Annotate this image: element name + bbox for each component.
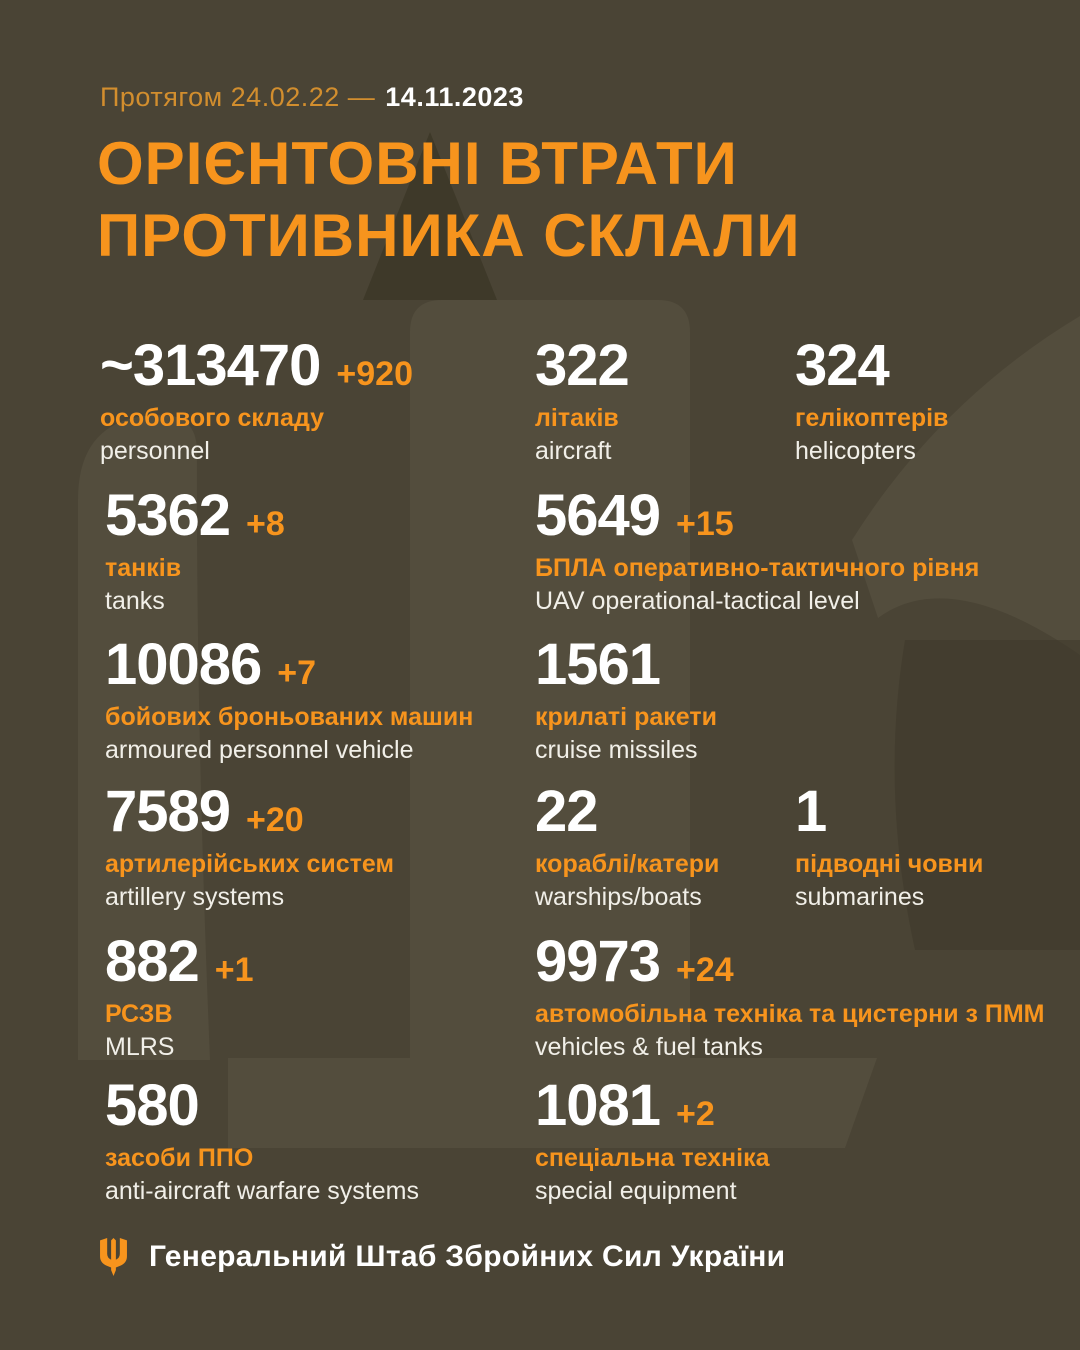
period-label: Протягом 24.02.22 — bbox=[100, 82, 376, 112]
stat-value: 580 bbox=[105, 1073, 200, 1138]
stat-label-en: warships/boats bbox=[535, 882, 702, 911]
title-line-1: ОРІЄНТОВНІ ВТРАТИ bbox=[97, 130, 738, 197]
stat-delta: +920 bbox=[336, 355, 414, 393]
stat-delta: +15 bbox=[676, 505, 734, 543]
stat-value: ~313470 bbox=[100, 333, 321, 398]
stat-value: 22 bbox=[535, 779, 599, 844]
stat-aircraft: 322 літаків aircraft bbox=[535, 333, 645, 465]
stat-warships: 22 кораблі/катери warships/boats bbox=[535, 779, 720, 911]
stat-label-ua: гелікоптерів bbox=[795, 403, 949, 432]
stat-value: 9973 bbox=[535, 929, 661, 994]
stat-value: 1081 bbox=[535, 1073, 661, 1138]
stat-artillery: 7589 +20 артилерійських систем artillery … bbox=[105, 779, 394, 911]
stat-label-ua: спеціальна техніка bbox=[535, 1143, 770, 1172]
stat-label-ua: РСЗВ bbox=[105, 999, 173, 1028]
stat-mlrs: 882 +1 РСЗВ MLRS bbox=[105, 929, 254, 1061]
stat-delta: +8 bbox=[246, 505, 285, 543]
stat-label-ua: артилерійських систем bbox=[105, 849, 394, 878]
stat-label-en: aircraft bbox=[535, 436, 612, 465]
stat-label-en: helicopters bbox=[795, 436, 916, 465]
stat-delta: +1 bbox=[214, 951, 254, 989]
stat-value: 882 bbox=[105, 929, 200, 994]
stat-label-ua: підводні човни bbox=[795, 849, 984, 878]
stat-label-en: UAV operational-tactical level bbox=[535, 586, 860, 615]
stat-value: 324 bbox=[795, 333, 890, 398]
stat-helicopters: 324 гелікоптерів helicopters bbox=[795, 333, 949, 465]
stat-vehicles-fuel-tanks: 9973 +24 автомобільна техніка та цистерни… bbox=[535, 929, 1045, 1061]
stat-value: 1561 bbox=[535, 632, 661, 697]
stat-submarines: 1 підводні човни submarines bbox=[795, 779, 984, 911]
stat-cruise-missiles: 1561 крилаті ракети cruise missiles bbox=[535, 632, 717, 764]
stat-label-ua: бойових броньованих машин bbox=[105, 702, 474, 731]
stat-label-en: armoured personnel vehicle bbox=[105, 735, 414, 764]
stat-tanks: 5362 +8 танків tanks bbox=[105, 483, 285, 615]
stat-label-ua: автомобільна техніка та цистерни з ПММ bbox=[535, 999, 1045, 1028]
stat-label-ua: засоби ППО bbox=[105, 1143, 254, 1172]
stat-label-ua: БПЛА оперативно-тактичного рівня bbox=[535, 553, 980, 582]
stat-uav: 5649 +15 БПЛА оперативно-тактичного рівня… bbox=[535, 483, 980, 615]
stat-delta: +24 bbox=[676, 951, 734, 989]
title-line-2: ПРОТИВНИКА СКЛАЛИ bbox=[97, 202, 801, 269]
stat-label-en: vehicles & fuel tanks bbox=[535, 1032, 763, 1061]
page-title: ОРІЄНТОВНІ ВТРАТИ ПРОТИВНИКА СКЛАЛИ bbox=[97, 128, 801, 272]
stat-label-en: personnel bbox=[100, 436, 210, 465]
stat-label-ua: танків bbox=[105, 553, 182, 582]
stat-label-ua: літаків bbox=[535, 403, 619, 432]
stat-value: 10086 bbox=[105, 632, 262, 697]
source-name: Генеральний Штаб Збройних Сил України bbox=[149, 1240, 786, 1273]
stat-value: 5649 bbox=[535, 483, 661, 548]
stat-label-en: anti-aircraft warfare systems bbox=[105, 1176, 419, 1205]
stat-label-en: submarines bbox=[795, 882, 925, 911]
stat-special-equipment: 1081 +2 спеціальна техніка special equipm… bbox=[535, 1073, 770, 1205]
stat-delta: +2 bbox=[676, 1095, 715, 1133]
stat-label-en: cruise missiles bbox=[535, 735, 698, 764]
stat-armoured-vehicles: 10086 +7 бойових броньованих машин armour… bbox=[105, 632, 474, 764]
stat-label-en: special equipment bbox=[535, 1176, 737, 1205]
report-period: Протягом 24.02.22 — 14.11.2023 bbox=[100, 82, 524, 113]
stat-value: 7589 bbox=[105, 779, 231, 844]
stat-label-ua: особового складу bbox=[100, 403, 325, 432]
stat-anti-aircraft: 580 засоби ППО anti-aircraft warfare sys… bbox=[105, 1073, 419, 1205]
stat-label-en: artillery systems bbox=[105, 882, 285, 911]
stat-label-ua: крилаті ракети bbox=[535, 702, 717, 731]
tryzub-icon bbox=[100, 1238, 127, 1276]
stat-personnel: ~313470 +920 особового складу personnel bbox=[100, 333, 414, 465]
stat-label-en: tanks bbox=[105, 586, 165, 615]
stat-value: 322 bbox=[535, 333, 630, 398]
stat-label-en: MLRS bbox=[105, 1032, 175, 1061]
stat-label-ua: кораблі/катери bbox=[535, 849, 720, 878]
footer: Генеральний Штаб Збройних Сил України bbox=[100, 1238, 785, 1276]
stat-delta: +7 bbox=[277, 654, 317, 692]
stat-value: 1 bbox=[795, 779, 827, 844]
report-date: 14.11.2023 bbox=[385, 82, 524, 112]
stat-value: 5362 bbox=[105, 483, 231, 548]
stat-delta: +20 bbox=[246, 801, 304, 839]
